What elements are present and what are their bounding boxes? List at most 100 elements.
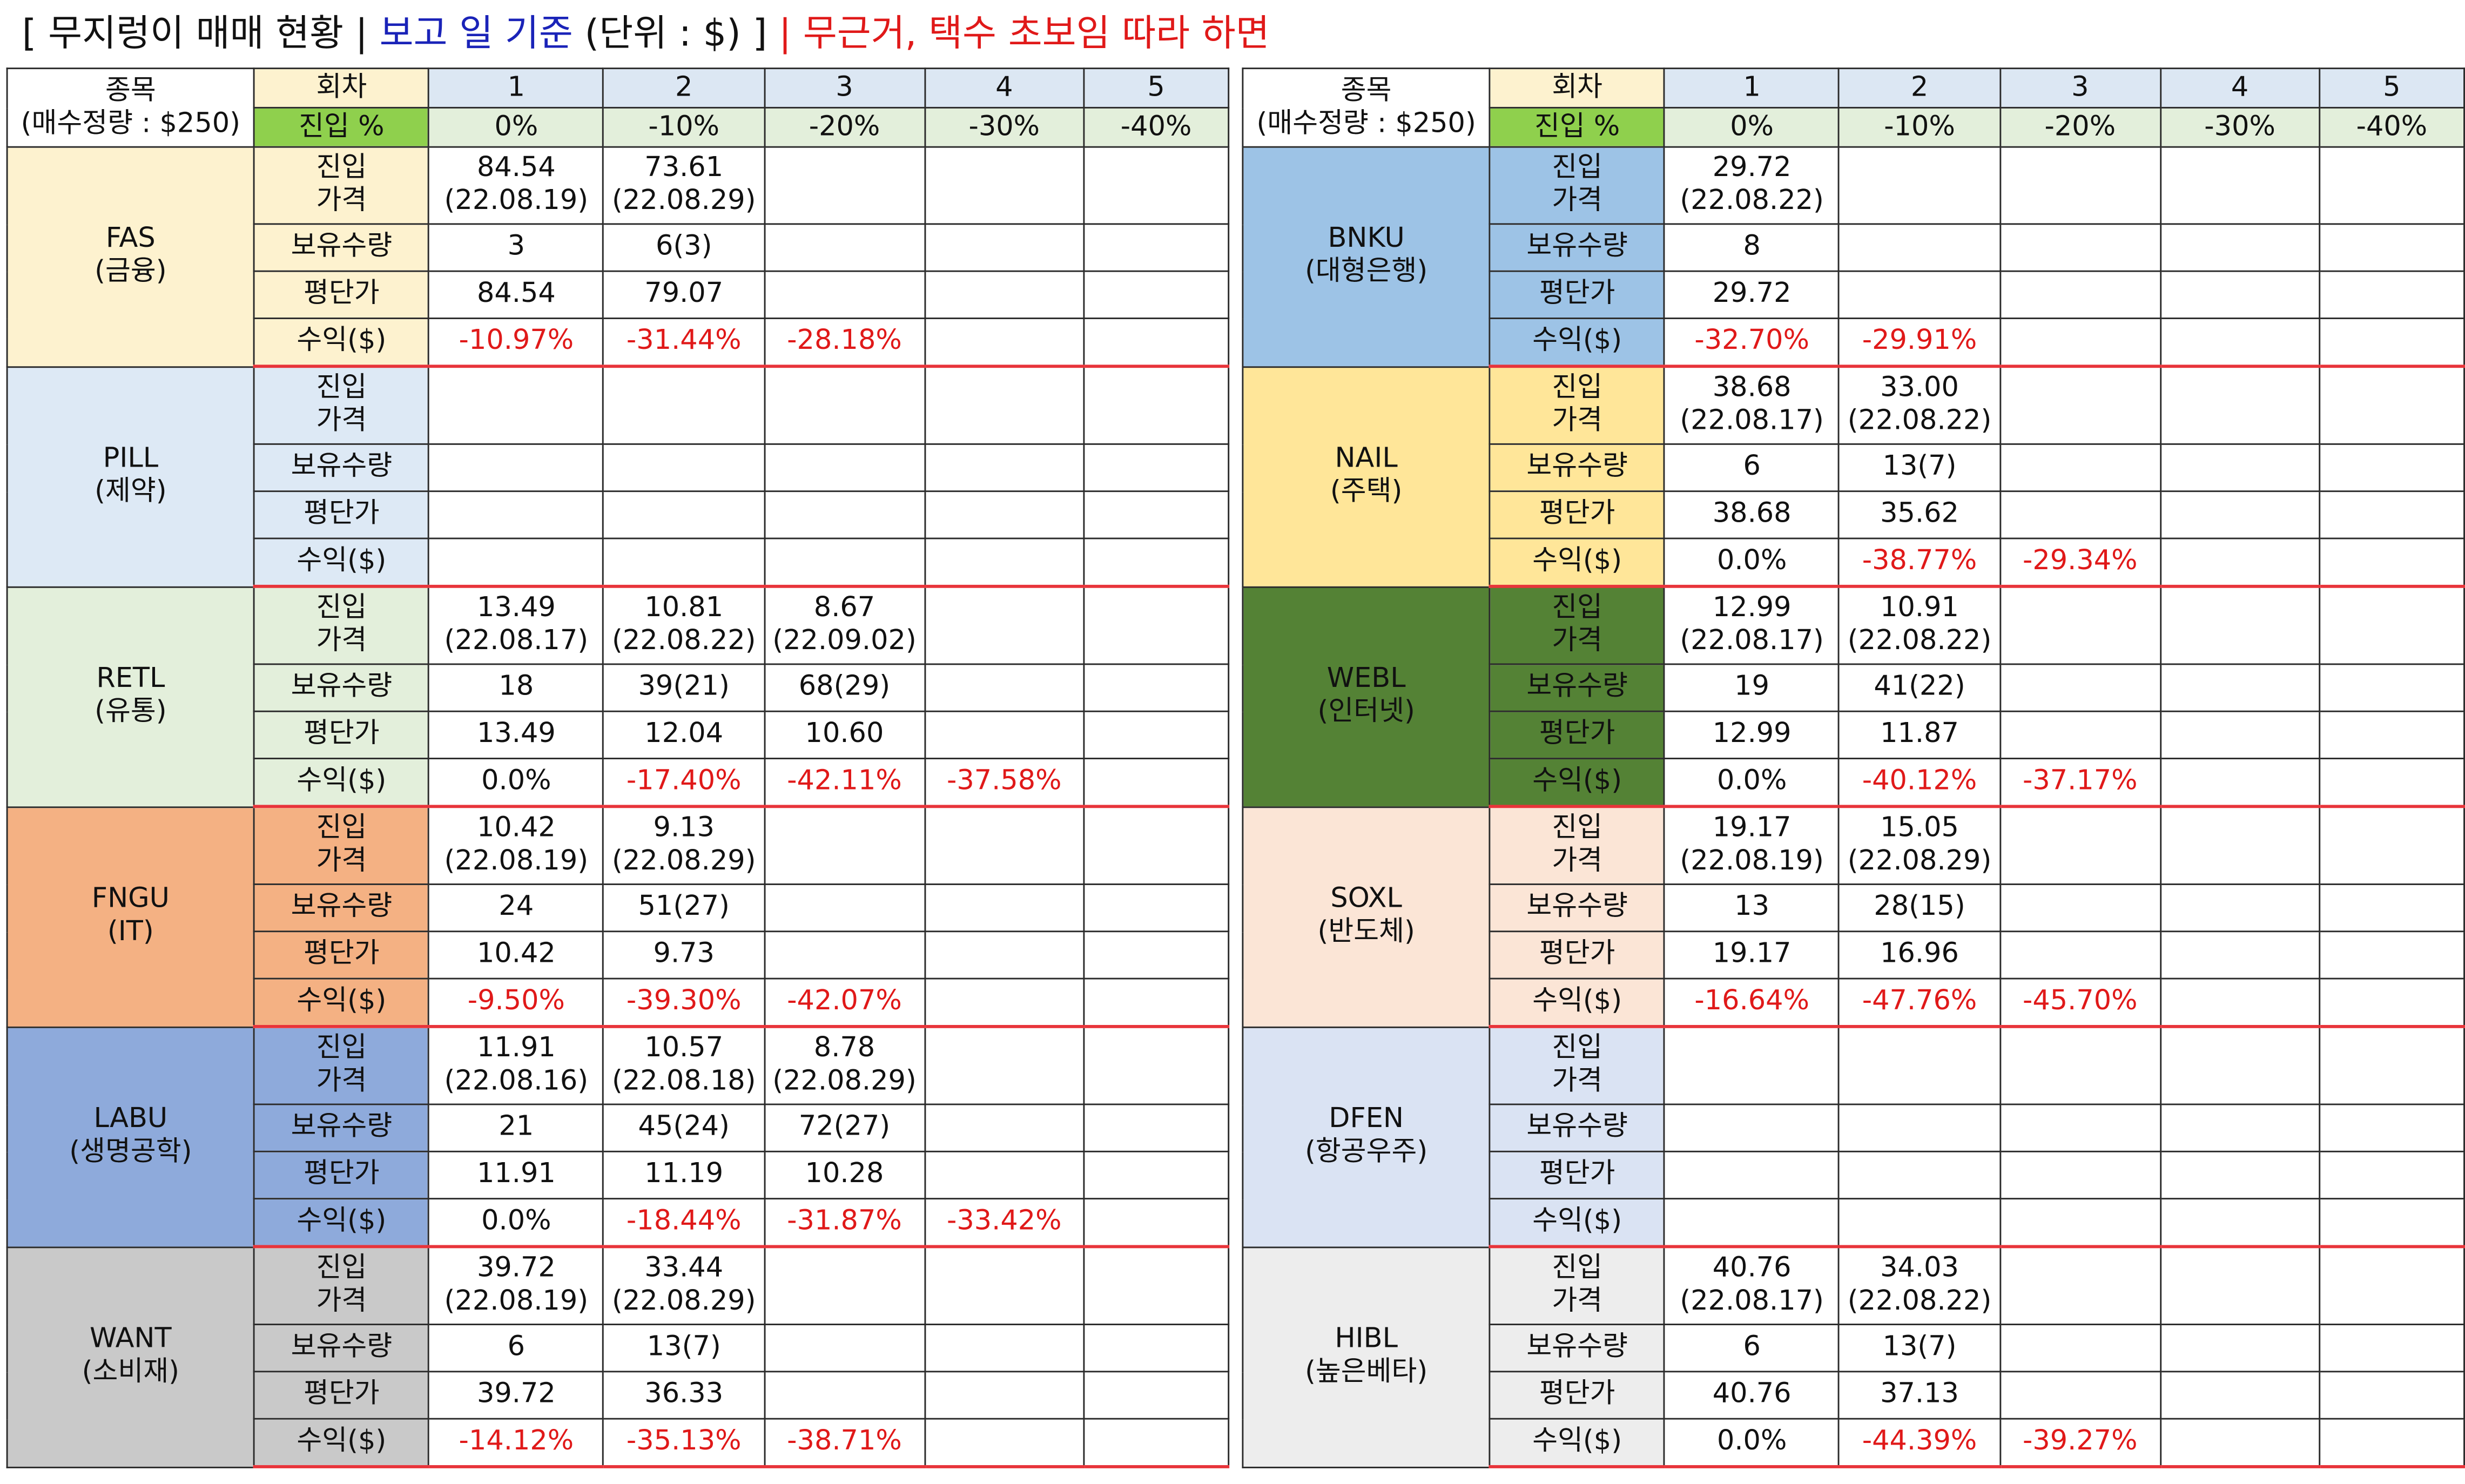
cell-text: -30% — [2204, 111, 2275, 143]
sheet-title: [ 무지렁이 매매 현황 | 보고 일 기준 (단위 : $) ] | 무근거,… — [22, 6, 1270, 60]
return-cell: -45.70% — [1999, 977, 2161, 1028]
holding-qty-cell: 21 — [428, 1103, 605, 1152]
entry-price-cell: 9.13 (22.08.29) — [603, 805, 765, 885]
entry-date-value: (22.08.16) — [444, 1065, 589, 1097]
holding-qty-row: 보유수량 6 13(7) — [1243, 1324, 2465, 1373]
cell-text: 79.07 — [644, 278, 724, 310]
ticker-label: RETL — [96, 663, 165, 695]
stock-entry-row: FNGU (IT) 진입 가격 10.42 (22.08.19) 9.13 (22.08.29… — [6, 805, 1230, 1028]
avg-price-cell — [428, 490, 605, 539]
holding-qty-cell — [1999, 443, 2161, 493]
entry-price-label-cell: 진입 가격 — [253, 146, 430, 225]
return-label-cell: 수익($) — [253, 318, 430, 368]
cell-text: 12.04 — [644, 718, 724, 750]
stock-header-cell: 종목 (매수정량 : $250) — [6, 68, 255, 148]
holding-qty-cell — [2318, 223, 2465, 272]
entry-price-cell — [763, 805, 926, 885]
entry-date-value: (22.08.19) — [1680, 846, 1824, 878]
sector-label: (대형은행) — [1305, 257, 1428, 288]
cell-text: 41(22) — [1874, 671, 1965, 703]
holding-qty-row: 보유수량 8 — [1243, 223, 2465, 272]
avg-price-row: 평단가 — [7, 490, 1230, 539]
entry-label-line2: 가격 — [1552, 846, 1603, 878]
holding-qty-cell — [1083, 223, 1230, 272]
cell-text: 평단가 — [1539, 278, 1615, 310]
entry-pct-header-cell: 진입 % — [253, 106, 430, 148]
cell-text: 3 — [2071, 71, 2089, 103]
return-cell: -40.12% — [1838, 758, 2001, 808]
avg-price-cell — [763, 490, 926, 539]
cell-text: -30% — [968, 111, 1040, 143]
avg-price-label-cell: 평단가 — [1489, 1150, 1666, 1200]
entry-pct-cell: -20% — [763, 106, 926, 148]
avg-price-cell — [2318, 490, 2465, 539]
return-cell — [2159, 318, 2320, 368]
holding-qty-row: 보유수량 — [1243, 1103, 2465, 1152]
return-label-cell: 수익($) — [1489, 1198, 1666, 1249]
return-cell: -9.50% — [428, 977, 605, 1028]
holding-qty-cell: 45(24) — [603, 1103, 765, 1152]
avg-price-cell — [2159, 1371, 2320, 1420]
entry-price-cell: 10.57 (22.08.18) — [603, 1026, 765, 1105]
holding-qty-cell — [1083, 1324, 1230, 1373]
return-cell: -29.91% — [1838, 318, 2001, 368]
cell-text: 28(15) — [1874, 891, 1965, 923]
avg-price-cell: 37.13 — [1838, 1371, 2001, 1420]
sector-label: (IT) — [107, 916, 154, 948]
return-cell — [1999, 1198, 2161, 1249]
cell-text: -37.58% — [946, 765, 1062, 797]
entry-price-cell: 40.76 (22.08.17) — [1663, 1245, 1840, 1325]
avg-price-cell — [603, 490, 765, 539]
entry-label-line1: 진입 — [1552, 152, 1603, 184]
avg-price-cell: 10.28 — [763, 1150, 926, 1200]
cell-text: 수익($) — [297, 986, 387, 1017]
cell-text: 0.0% — [481, 765, 551, 797]
entry-price-cell — [2318, 365, 2465, 445]
cell-text: 11.91 — [476, 1158, 556, 1190]
return-cell: -37.58% — [924, 758, 1085, 808]
return-cell — [2159, 537, 2320, 588]
entry-price-label-cell: 진입 가격 — [1489, 365, 1666, 445]
return-cell — [924, 1418, 1085, 1468]
cell-text: 3 — [507, 231, 526, 263]
return-cell: -44.39% — [1838, 1418, 2001, 1468]
return-cell — [2318, 1418, 2465, 1468]
holding-qty-label-cell: 보유수량 — [1489, 663, 1666, 712]
holding-qty-cell: 6(3) — [603, 223, 765, 272]
cell-text: 12.99 — [1712, 718, 1791, 750]
entry-price-cell — [1083, 1245, 1230, 1325]
cell-text: 수익($) — [1532, 986, 1622, 1017]
holding-qty-cell: 19 — [1663, 663, 1840, 712]
return-cell — [603, 537, 765, 588]
entry-price-cell — [2159, 1245, 2320, 1325]
cell-text: 10.28 — [805, 1158, 884, 1190]
ticker-label: NAIL — [1335, 443, 1398, 475]
return-cell: 0.0% — [1663, 1418, 1840, 1468]
entry-date-value: (22.08.22) — [611, 625, 756, 657]
holding-qty-cell — [763, 223, 926, 272]
cell-text: 13(7) — [646, 1331, 721, 1363]
cell-text: -10% — [1884, 111, 1955, 143]
return-cell — [1083, 758, 1230, 808]
avg-price-label-cell: 평단가 — [1489, 1371, 1666, 1420]
avg-price-cell: 36.33 — [603, 1371, 765, 1420]
avg-price-cell: 12.04 — [603, 710, 765, 760]
round-number-cell: 5 — [1083, 68, 1230, 109]
cell-text: 35.62 — [1880, 498, 1959, 530]
entry-price-value: 84.54 — [476, 152, 556, 184]
header-row-rounds: 종목 (매수정량 : $250) 회차 1 2 3 4 5 — [6, 68, 1230, 148]
cell-text: 45(24) — [638, 1111, 730, 1143]
entry-price-label-cell: 진입 가격 — [1489, 146, 1666, 225]
entry-price-value: 29.72 — [1712, 152, 1791, 184]
stock-header-label: 종목 — [1341, 75, 1392, 106]
entry-price-cell: 38.68 (22.08.17) — [1663, 365, 1840, 445]
stock-entry-row: PILL (제약) 진입 가격 — [6, 365, 1230, 588]
holding-qty-cell — [2159, 1324, 2320, 1373]
entry-price-cell: 29.72 (22.08.22) — [1663, 146, 1840, 225]
avg-price-cell — [924, 1150, 1085, 1200]
header-row-pcts: 진입 % 0% -10% -20% -30% -40% — [1243, 106, 2465, 148]
entry-pct-cell: -40% — [1083, 106, 1230, 148]
cell-text: 보유수량 — [291, 671, 393, 703]
return-label-cell: 수익($) — [1489, 537, 1666, 588]
entry-label-line1: 진입 — [316, 152, 367, 184]
